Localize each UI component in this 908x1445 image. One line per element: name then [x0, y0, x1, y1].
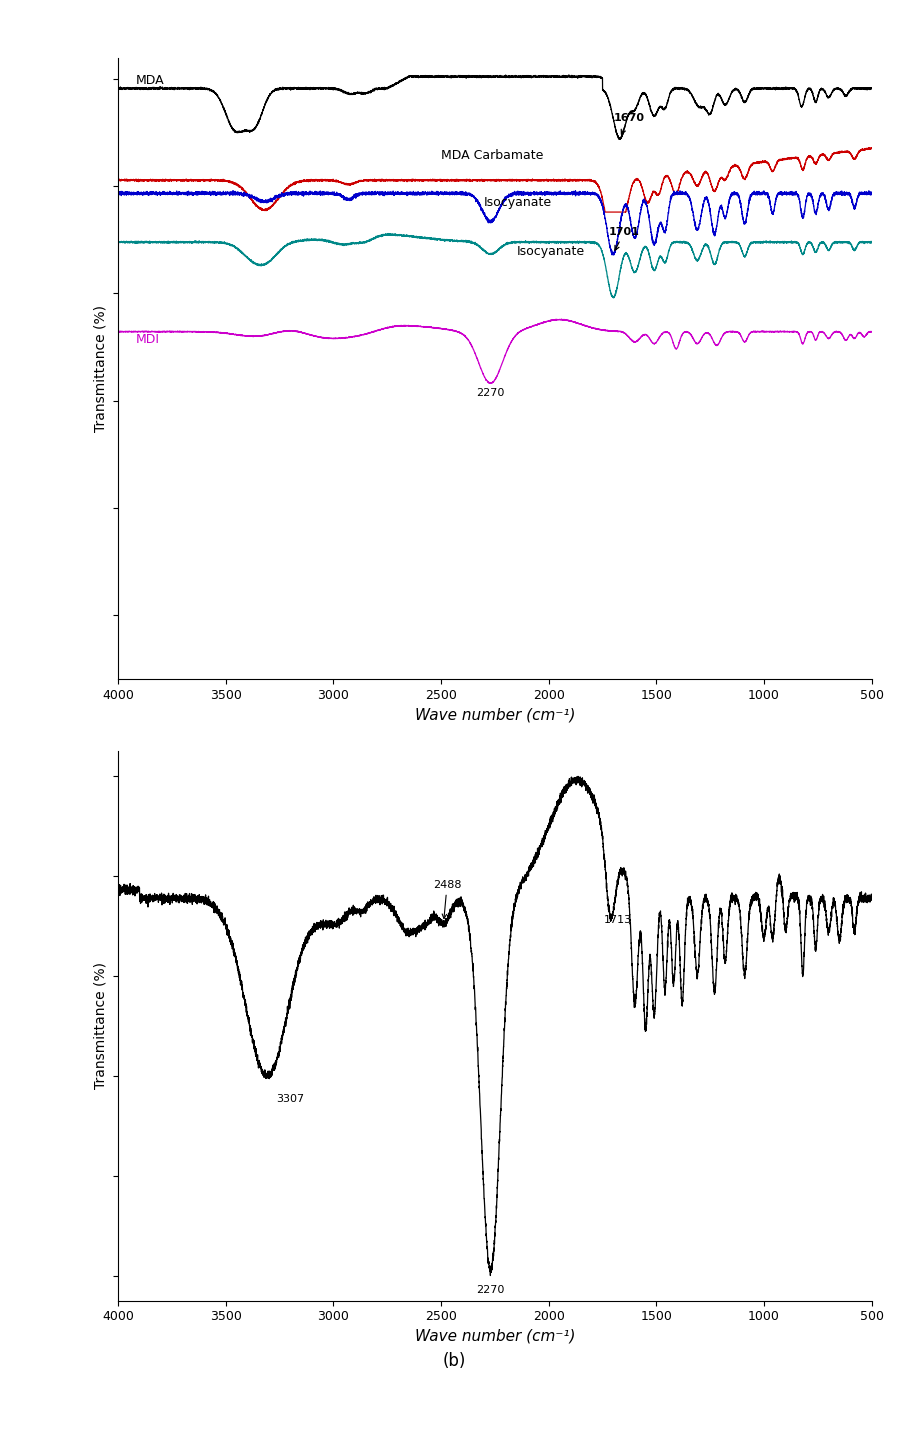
Text: MDA: MDA	[135, 74, 163, 87]
Text: 1701: 1701	[609, 227, 640, 250]
X-axis label: Wave number (cm⁻¹): Wave number (cm⁻¹)	[415, 708, 575, 722]
Text: 1713: 1713	[604, 915, 632, 925]
Text: 1670: 1670	[613, 113, 645, 134]
Text: MDA Carbamate: MDA Carbamate	[441, 149, 543, 162]
Text: 2270: 2270	[477, 387, 505, 397]
Text: 3307: 3307	[276, 1094, 304, 1104]
Y-axis label: Transmittance (%): Transmittance (%)	[94, 962, 108, 1090]
Y-axis label: Transmittance (%): Transmittance (%)	[94, 305, 108, 432]
Text: MDI: MDI	[135, 334, 159, 347]
Text: Isocyanate: Isocyanate	[517, 246, 585, 259]
Text: 2270: 2270	[477, 1285, 505, 1295]
Text: (b): (b)	[442, 1351, 466, 1370]
Text: 2488: 2488	[433, 880, 461, 919]
X-axis label: Wave number (cm⁻¹): Wave number (cm⁻¹)	[415, 1329, 575, 1344]
Text: Isocyanate: Isocyanate	[484, 195, 552, 208]
